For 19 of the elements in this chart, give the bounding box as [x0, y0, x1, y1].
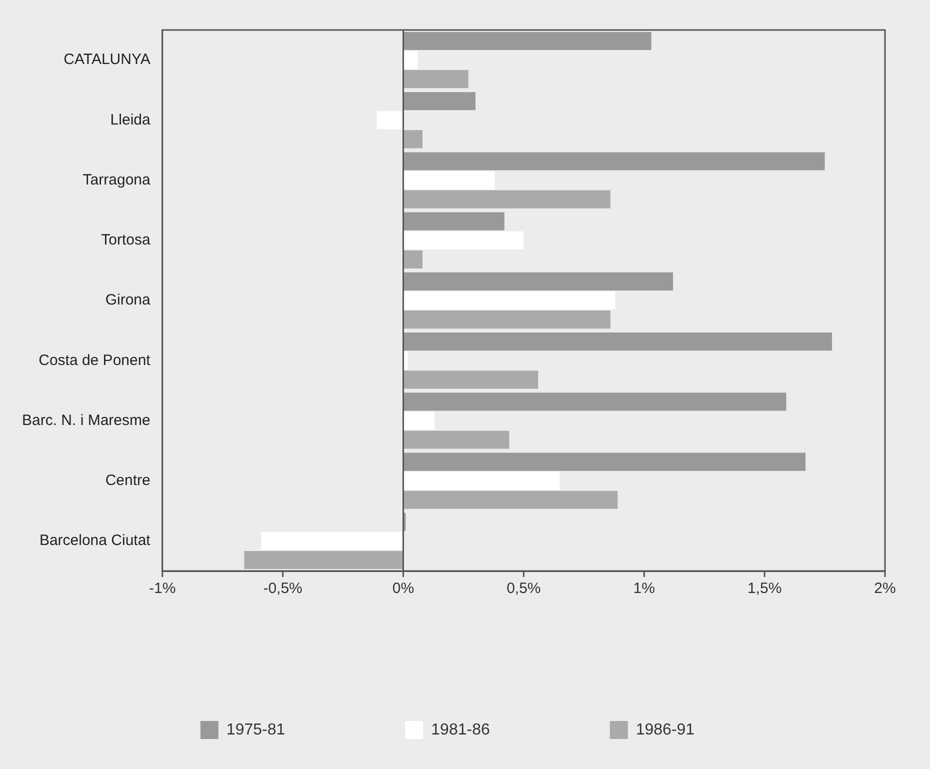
x-tick-label: 1,5% [747, 580, 782, 598]
y-tick-label: Costa de Ponent [38, 352, 152, 369]
x-tick-label: -1% [149, 580, 176, 598]
y-tick-label: Tarragona [82, 171, 152, 188]
y-tick-label: CATALUNYA [64, 51, 150, 68]
y-tick-label: Lleida [110, 111, 151, 128]
legend-label: 1975-81 [226, 721, 286, 738]
y-tick-label: Tortosa [101, 232, 151, 249]
legend-label: 1986-91 [636, 721, 695, 738]
legend-label: 1981-86 [431, 721, 490, 738]
y-tick-label: Girona [105, 292, 152, 309]
x-tick-label: 1% [633, 580, 655, 598]
y-tick-label: Barcelona Ciutat [39, 532, 152, 550]
x-tick-label: 2% [874, 580, 896, 598]
x-tick-label: 0% [392, 580, 414, 598]
x-tick-label: -0,5% [263, 580, 302, 598]
y-tick-label: Barc. N. i Maresme [22, 412, 150, 429]
y-tick-label: Centre [105, 472, 150, 489]
x-tick-label: 0,5% [506, 580, 541, 598]
